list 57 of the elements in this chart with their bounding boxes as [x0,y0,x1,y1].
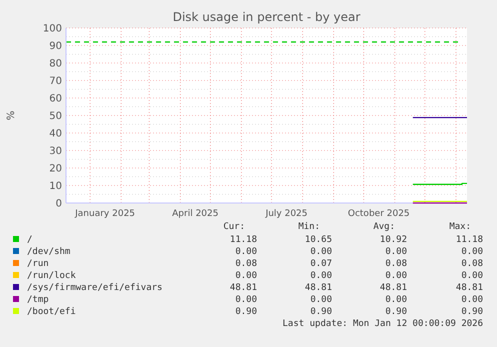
x-tick-label: October 2025 [348,209,410,219]
y-tick-label: 80 [49,58,62,70]
text: 10.92 [380,235,407,245]
text: Cur: [223,222,245,232]
text: 48.81 [304,283,332,293]
text: 0.00 [461,271,483,281]
text: Max: [449,222,471,232]
y-tick-label: 50 [49,111,62,122]
legend-label: /run [27,259,49,269]
chart-title: Disk usage in percent - by year [172,10,360,24]
legend-label: /dev/shm [27,247,70,257]
y-tick-label: 60 [49,94,62,104]
y-tick-label: 100 [42,24,62,34]
legend-label: / [27,235,32,245]
text: 0.07 [310,259,332,269]
y-tick-label: 90 [49,41,62,52]
text: 0.00 [385,295,407,305]
text: 0.00 [385,247,407,257]
y-tick-label: 20 [49,164,62,174]
y-tick-label: 0 [56,198,62,210]
text: 11.18 [230,235,257,245]
y-tick-label: 10 [49,181,62,192]
text: 0.00 [235,271,257,281]
text: 0.00 [235,295,257,305]
y-tick-label: 70 [49,76,62,87]
text: 0.08 [385,259,407,269]
legend-label: /tmp [27,295,49,305]
text: 0.08 [461,259,483,269]
legend-label: /sys/firmware/efi/efivars [27,283,162,293]
text: 0.00 [235,247,257,257]
text: Avg: [373,222,395,232]
text: 0.00 [385,271,407,281]
legend-label: /boot/efi [27,307,76,317]
legend-label: /run/lock [27,271,76,281]
text: 0.00 [310,271,332,281]
text: 0.90 [461,307,483,317]
text: 11.18 [456,235,483,245]
text: 0.00 [461,295,483,305]
text: 0.90 [385,307,407,317]
x-tick-label: April 2025 [172,209,218,219]
text: 0.00 [461,247,483,257]
x-tick-label: January 2025 [74,209,136,219]
text: Min: [298,222,320,232]
y-axis-title: % [6,110,17,120]
text: 0.00 [310,247,332,257]
text: 0.90 [310,307,332,317]
text: 10.65 [304,235,332,245]
y-tick-label: 30 [49,146,62,157]
text: 0.00 [310,295,332,305]
text: 48.81 [456,283,483,293]
text: 0.90 [235,307,257,317]
text: 48.81 [230,283,257,293]
y-tick-label: 40 [49,128,62,140]
text: 0.08 [235,259,257,269]
text: 48.81 [380,283,407,293]
text: Last update: Mon Jan 12 00:00:09 2026 [282,319,483,329]
x-tick-label: July 2025 [264,209,308,219]
